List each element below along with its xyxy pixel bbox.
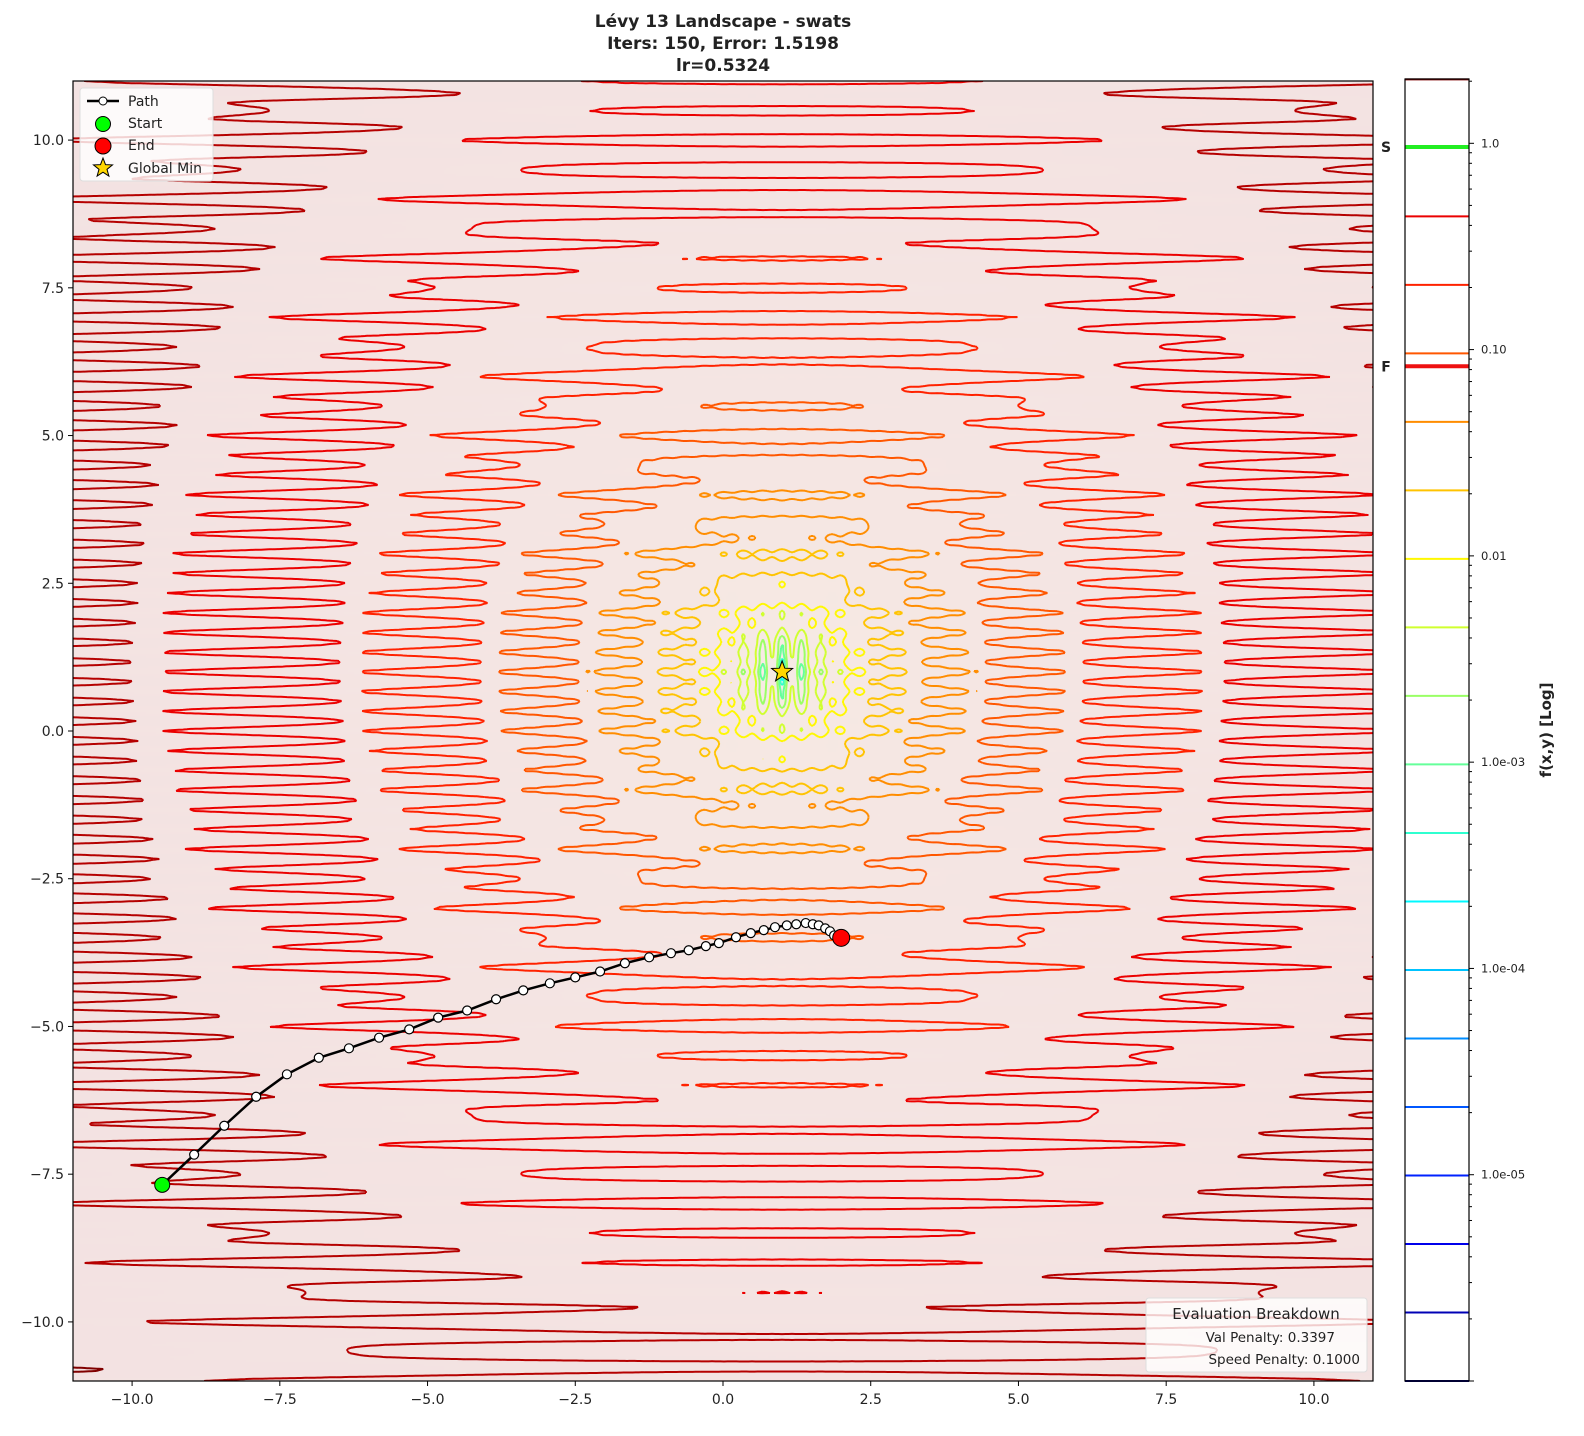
colorbar-tick-label: 0.10 [1481,343,1507,357]
path-point-23 [745,927,756,939]
contour-level-18 [73,81,1373,1381]
contour-level-17 [162,81,1373,1295]
evaluation-breakdown-box: Evaluation Breakdown Val Penalty: 0.3397… [1145,1297,1368,1373]
legend-box [79,87,214,182]
x-axis: −10.0 −7.5 −5.0 −2.5 0.0 2.5 5.0 7.5 10.0 [111,1381,1329,1408]
y-tick-label: 2.5 [42,576,64,592]
colorbar-label: f(x,y) [Log] [1537,683,1555,778]
y-tick-label: −2.5 [30,872,64,888]
path-point-2 [219,1120,230,1131]
x-tick-label: −2.5 [558,1392,592,1408]
y-tick-label: −5.0 [30,1019,64,1035]
contour-level-15 [498,401,1066,943]
legend-star-icon [92,156,114,178]
x-tick-label: 0.0 [712,1392,734,1408]
path-point-9 [433,1012,444,1023]
x-tick-label: 2.5 [860,1392,882,1408]
annotation-title: Evaluation Breakdown [1172,1305,1340,1323]
contour-level-14 [585,489,979,855]
colorbar-final-label: F [1381,359,1391,375]
path-point-18 [665,948,677,959]
colorbar-frame [1404,78,1470,1382]
colorbar-start-label: S [1381,140,1391,156]
y-tick-label: 5.0 [42,429,64,445]
colorbar-ticks: 1.0 0.10 0.01 1.0e-03 1.0e-04 1.0e-05 [1469,80,1525,1382]
annotation-val-penalty: Val Penalty: 0.3397 [1206,1330,1335,1346]
path-point-19 [683,945,694,956]
contour-level-12 [697,580,867,764]
contour-lines [73,81,1373,1381]
path-point-26 [781,920,792,931]
x-tick-label: 10.0 [1298,1392,1329,1408]
path-point-14 [570,972,581,983]
optimizer-path [154,659,851,1193]
path-point-1 [189,1149,200,1160]
contour-level-16 [361,255,1203,1089]
colorbar-tick-label: 1.0e-04 [1481,961,1525,975]
path-point-13 [544,978,555,989]
x-tick-label: 7.5 [1155,1392,1177,1408]
path-point-3 [251,1091,262,1102]
path-point-21 [713,938,724,949]
path-point-11 [490,994,502,1005]
path-line [161,921,842,1186]
annotation-box [1145,1297,1368,1373]
legend-label-path: Path [128,94,159,110]
y-tick-label: −7.5 [30,1167,64,1183]
colorbar-tick-label: 0.01 [1481,549,1507,563]
global-min-star [770,659,794,682]
contour-level-13 [656,548,908,796]
end-marker [832,928,851,947]
colorbar-tick-label: 1.0 [1481,136,1499,150]
legend: Path Start End Global Min [79,87,214,182]
x-tick-label: −10.0 [111,1392,154,1408]
contour-level-19 [73,1366,104,1373]
x-tick-label: 5.0 [1007,1392,1029,1408]
contour-level-10 [740,635,824,709]
path-point-8 [404,1024,415,1035]
legend-label-global-min: Global Min [128,161,202,177]
colorbar-tick-label: 1.0e-05 [1481,1168,1525,1182]
title-line-3: lr=0.5324 [676,56,770,76]
y-tick-label: 7.5 [42,281,64,297]
y-tick-label: −10.0 [21,1315,64,1331]
path-point-24 [758,925,769,936]
contour-level-11 [720,609,844,734]
path-point-25 [769,922,781,933]
path-point-17 [644,952,655,963]
path-point-12 [518,985,529,996]
path-point-20 [700,940,711,952]
annotation-speed-penalty: Speed Penalty: 0.1000 [1208,1352,1360,1368]
y-axis: 10.0 7.5 5.0 2.5 0.0 −2.5 −5.0 −7.5 −10.0 [21,133,73,1331]
colorbar: S F 1.0 0.10 0.01 1.0e-03 1.0e-04 1.0e-05 f(x… [1381,78,1555,1382]
y-tick-label: 10.0 [33,133,64,149]
title-line-1: Lévy 13 Landscape - swats [595,12,851,32]
y-tick-label: 0.0 [42,724,64,740]
x-tick-label: −5.0 [411,1392,445,1408]
legend-end-marker [94,137,112,155]
colorbar-body [1405,79,1469,1381]
path-point-27 [791,919,802,930]
legend-label-end: End [128,138,155,154]
x-tick-label: −7.5 [263,1392,297,1408]
legend-start-marker [95,116,111,132]
chart-title: Lévy 13 Landscape - swats Iters: 150, Er… [595,12,851,76]
title-line-2: Iters: 150, Error: 1.5198 [607,34,839,54]
path-point-7 [373,1032,385,1043]
path-point-5 [313,1052,324,1063]
path-point-4 [281,1069,293,1080]
path-point-6 [343,1043,355,1054]
path-point-15 [594,966,606,977]
path-point-16 [619,958,631,969]
colorbar-tick-label: 1.0e-03 [1481,755,1525,769]
start-marker [154,1176,171,1193]
legend-label-start: Start [128,116,163,132]
legend-path-marker [98,96,108,106]
path-point-10 [462,1005,473,1016]
path-point-22 [730,932,742,943]
